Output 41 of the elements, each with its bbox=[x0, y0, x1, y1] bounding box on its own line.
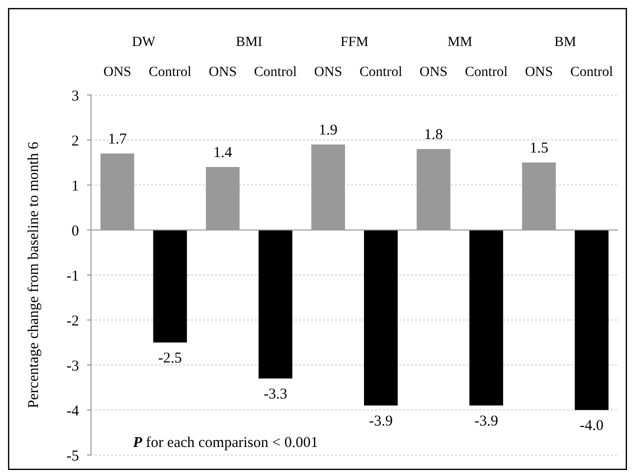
x-tick-label: ONS bbox=[103, 65, 132, 80]
bar bbox=[258, 230, 292, 378]
data-label: 1.9 bbox=[318, 122, 338, 138]
data-label: -2.5 bbox=[158, 350, 182, 366]
annotation: P for each comparison < 0.001 bbox=[133, 435, 318, 451]
x-tick-label: ONS bbox=[208, 65, 237, 80]
y-tick-label: -1 bbox=[66, 268, 79, 284]
text: FFM bbox=[340, 35, 370, 50]
y-tick-label: 3 bbox=[72, 88, 79, 104]
data-label: 1.4 bbox=[213, 145, 233, 161]
y-tick-label: -4 bbox=[66, 403, 80, 420]
bar bbox=[153, 230, 187, 342]
y-axis-title: Percentage change from baseline to month 6 bbox=[26, 141, 42, 408]
x-tick-label: Control bbox=[254, 65, 297, 80]
x-tick-label: ONS bbox=[314, 65, 342, 80]
x-tick-label: ONS bbox=[420, 65, 448, 80]
y-tick-label: 0 bbox=[72, 223, 79, 240]
y-tick-label: -5 bbox=[66, 448, 79, 464]
data-label: 1.5 bbox=[530, 140, 548, 156]
y-tick-label: -2 bbox=[66, 313, 79, 330]
data-label: -4.0 bbox=[580, 418, 604, 434]
data-label: -3.3 bbox=[264, 386, 288, 402]
y-tick-label: 1 bbox=[72, 178, 79, 194]
bar bbox=[469, 230, 504, 406]
bar bbox=[364, 230, 398, 406]
data-label: -3.9 bbox=[474, 414, 498, 430]
x-tick-label: Control bbox=[359, 65, 402, 80]
x-tick-label: Control bbox=[148, 65, 192, 80]
y-tick-label: 2 bbox=[72, 133, 79, 150]
text: BM bbox=[554, 35, 577, 50]
text: DW bbox=[132, 35, 156, 50]
x-tick-label: ONS bbox=[524, 65, 553, 80]
data-label: 1.8 bbox=[424, 127, 443, 143]
x-tick-label: Control bbox=[464, 65, 508, 80]
text: MM bbox=[447, 35, 473, 50]
bar bbox=[574, 230, 609, 410]
text: BMI bbox=[236, 35, 263, 50]
y-tick-label: -3 bbox=[66, 358, 79, 374]
data-label: -3.9 bbox=[368, 414, 393, 430]
x-tick-label: Control bbox=[570, 65, 614, 80]
data-label: 1.7 bbox=[108, 132, 128, 148]
